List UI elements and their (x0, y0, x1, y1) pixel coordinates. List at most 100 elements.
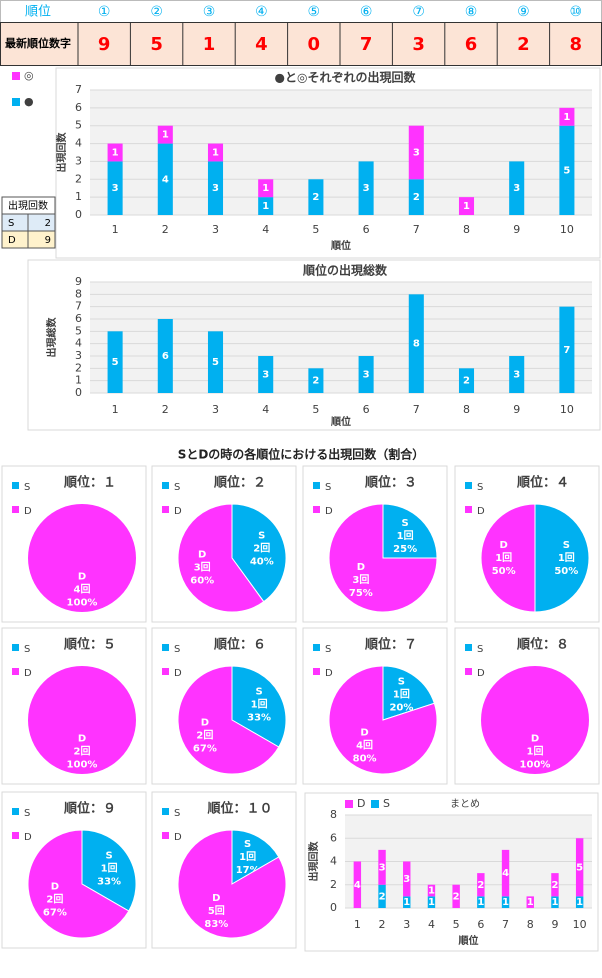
legend-swatch (162, 808, 169, 815)
slice-name: S (258, 530, 265, 541)
chart-title: 順位：４ (517, 475, 569, 491)
slice-name: S (244, 839, 251, 850)
x-tick-label: 1 (354, 918, 361, 931)
x-tick-label: 7 (413, 403, 420, 416)
digit: 2 (517, 34, 530, 55)
data-label: 1 (551, 897, 558, 908)
slice-percent: 33% (247, 712, 271, 723)
bar-segment (551, 873, 559, 897)
bar (559, 306, 575, 393)
y-tick-label: 3 (75, 154, 82, 167)
slice-percent: 67% (43, 908, 67, 919)
legend-swatch (465, 506, 472, 513)
bar (458, 368, 475, 393)
legend-swatch (12, 482, 19, 489)
data-label: 8 (413, 339, 420, 350)
legend-swatch (465, 482, 472, 489)
pie-slice (534, 503, 590, 613)
data-label: 3 (513, 183, 520, 194)
slice-percent: 50% (554, 566, 578, 577)
pie-slice (382, 503, 438, 559)
x-tick-label: 4 (262, 403, 269, 416)
bar-segment (526, 896, 534, 908)
digit: 9 (98, 34, 111, 55)
bar-segment (509, 161, 525, 215)
data-label: 2 (413, 192, 420, 203)
x-tick-label: 4 (262, 223, 269, 236)
slice-name: D (531, 733, 539, 744)
header-row (0, 0, 602, 23)
bar-segment (308, 179, 324, 215)
position: ① (98, 4, 111, 20)
legend-label: D (174, 668, 182, 679)
slice-percent: 67% (193, 744, 217, 755)
bar-segment (477, 873, 485, 897)
bar-segment (358, 161, 374, 215)
bar (358, 356, 374, 393)
legend-label: D (174, 832, 182, 843)
legend-swatch (313, 506, 320, 513)
bar-segment (458, 197, 475, 215)
legend-swatch (465, 644, 472, 651)
legend-label: D (357, 797, 365, 810)
data-label: 2 (379, 891, 386, 902)
legend-swatch (162, 506, 169, 513)
legend-label: D (325, 506, 333, 517)
legend-label: D (24, 832, 32, 843)
legend-swatch (12, 72, 20, 80)
legend-swatch (313, 644, 320, 651)
y-tick-label: 7 (75, 83, 82, 96)
plot-area (90, 282, 592, 393)
bar-segment (477, 896, 485, 908)
section-title: SとDの時の各順位における出現回数（割合） (178, 447, 425, 462)
bar-segment (403, 861, 411, 897)
bar (509, 356, 525, 393)
bar-segment (551, 896, 559, 908)
x-axis-label: 順位 (458, 934, 479, 947)
slice-name: D (357, 562, 365, 573)
data-label: 5 (563, 165, 570, 176)
data-label: 3 (379, 862, 386, 873)
slice-name: S (402, 518, 409, 529)
legend-swatch (12, 808, 19, 815)
data-label: 1 (576, 897, 583, 908)
legend-swatch (162, 668, 169, 675)
pie-slice (231, 665, 287, 748)
y-axis-label: 出現回数 (307, 841, 320, 882)
bar-segment (107, 161, 123, 215)
slice-count: 1回 (251, 698, 268, 710)
slice-name: D (500, 540, 508, 551)
slice-count: 5回 (208, 905, 225, 917)
chart-title: まとめ (450, 798, 480, 810)
slice-name: S (78, 646, 85, 657)
bar-segment (378, 884, 386, 908)
slice-name: D (78, 571, 86, 582)
data-label: 7 (563, 345, 570, 356)
data-label: 2 (477, 880, 484, 891)
legend-label: S (477, 644, 483, 655)
legend-label: D (325, 668, 333, 679)
legend-label: S (325, 644, 331, 655)
slice-name: D (360, 727, 368, 738)
legend-label: ● (24, 95, 34, 108)
bar-segment (559, 125, 575, 215)
digit: 0 (308, 34, 321, 55)
pie-slice (481, 666, 589, 774)
x-tick-label: 6 (477, 918, 484, 931)
slice-count: 1回 (397, 530, 414, 542)
x-tick-label: 6 (363, 403, 370, 416)
bar-segment (207, 143, 224, 162)
bar-segment (501, 849, 510, 897)
slice-count: 2回 (74, 745, 91, 757)
data-label: 1 (502, 897, 509, 908)
legend-swatch (12, 98, 20, 106)
y-tick-label: 4 (330, 855, 337, 868)
slice-name: S (563, 540, 570, 551)
bar-segment (207, 161, 224, 215)
y-tick-label: 1 (75, 190, 82, 203)
digit: 5 (150, 34, 163, 55)
legend-label: S (174, 482, 180, 493)
x-tick-label: 10 (573, 918, 587, 931)
data-label: 5 (212, 357, 219, 368)
legend-swatch (12, 832, 19, 839)
